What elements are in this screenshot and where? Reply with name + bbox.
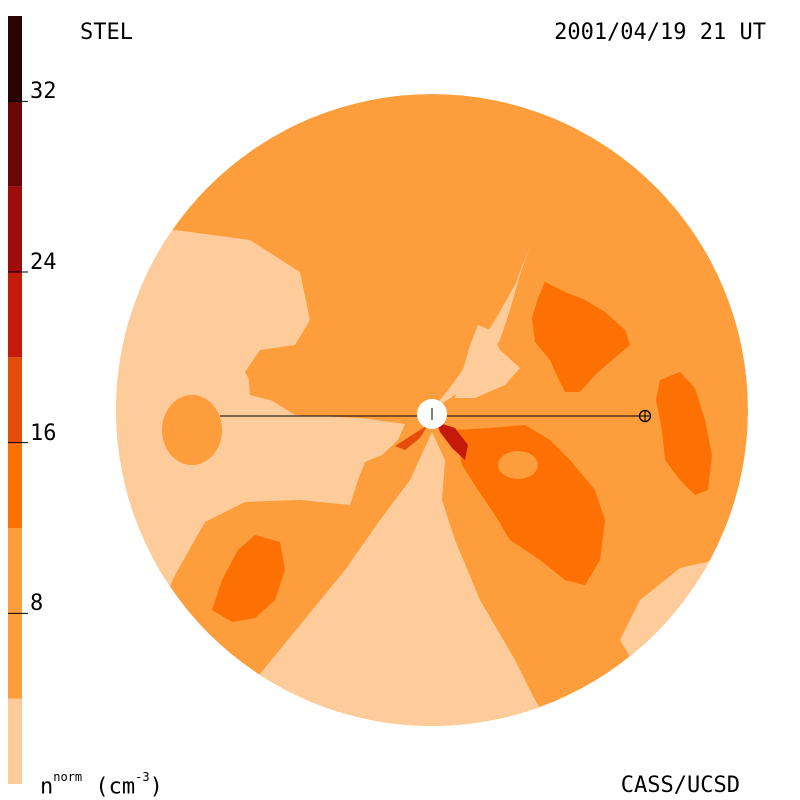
unit-close: ) (149, 774, 163, 800)
timestamp: 2001/04/19 21 UT (554, 20, 766, 45)
unit-base: n (40, 774, 54, 800)
unit-exponent: -3 (135, 770, 150, 784)
credit-label: CASS/UCSD (620, 773, 740, 798)
colorbar-tick-label: 32 (30, 79, 57, 105)
island-center-arm (248, 352, 420, 415)
unit-rest: (cm (82, 774, 136, 800)
colorbar-tick-label: 16 (30, 420, 57, 446)
colorbar (8, 16, 28, 784)
low-density-region-south (255, 432, 560, 726)
colorbar-level-0 (8, 698, 22, 784)
high-density-region-east (656, 372, 712, 495)
unit-superscript: norm (53, 770, 83, 784)
island-center-east (498, 451, 538, 479)
colorbar-level-3 (8, 357, 22, 443)
colorbar-level-4 (8, 272, 22, 358)
peak-density-region-east (436, 422, 468, 460)
low-density-region-north-notch (455, 325, 520, 398)
low-density-region-west (116, 230, 405, 640)
colorbar-level-2 (8, 442, 22, 528)
colorbar-level-6 (8, 101, 22, 187)
peak-density-region-west (395, 425, 428, 450)
island-west (162, 395, 222, 465)
high-density-region-northeast (532, 282, 630, 392)
colorbar-level-7 (8, 16, 22, 102)
colorbar-tick-label: 24 (30, 250, 57, 275)
high-density-region-center-east (455, 425, 605, 585)
earth-icon (638, 409, 652, 423)
colorbar-unit-label: nnorm (cm-3) (40, 771, 163, 800)
colorbar-level-5 (8, 186, 22, 272)
plot-title: STEL (80, 20, 133, 45)
high-density-region-southwest (212, 535, 285, 622)
colorbar-tick-label: 8 (30, 591, 44, 617)
